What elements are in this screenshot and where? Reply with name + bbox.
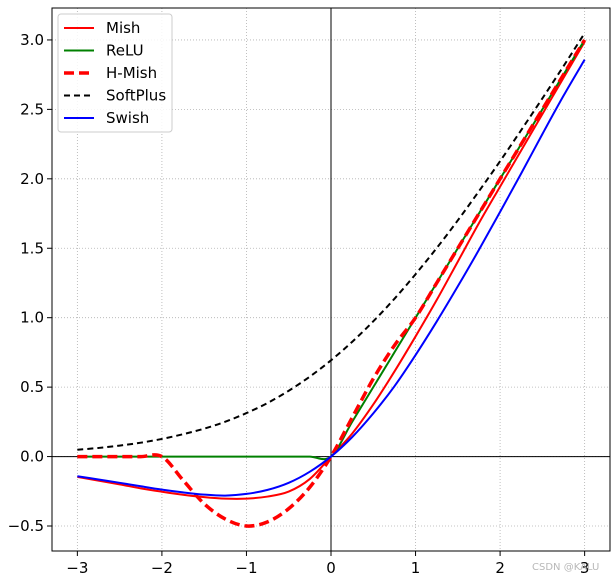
- watermark: CSDN @KALU: [532, 562, 599, 573]
- x-tick-label: −3: [66, 559, 88, 577]
- series-line-softplus: [77, 32, 586, 451]
- x-tick-label: 3: [580, 559, 590, 577]
- series-line-h-mish: [77, 39, 587, 528]
- legend-box: [57, 13, 173, 133]
- ticks: −3 −2 −1 0 1 2 3 −0.5 0.0 0.5 1.0 1.5 2.0 2.5 3.0: [8, 31, 590, 577]
- x-tick-label: 1: [411, 559, 421, 577]
- x-tick-label: 0: [326, 559, 336, 577]
- y-tick-label: 3.0: [20, 31, 44, 49]
- y-tick-label: 0.0: [20, 448, 44, 466]
- y-tick-label: −0.5: [8, 517, 44, 535]
- x-tick-label: 2: [495, 559, 505, 577]
- y-tick-label: 1.0: [20, 309, 44, 327]
- legend: Mish ReLU H-Mish SoftPlus Swish: [57, 13, 173, 133]
- legend-label-swish: Swish: [106, 109, 149, 127]
- legend-label-relu: ReLU: [106, 42, 144, 60]
- y-tick-label: 1.5: [20, 239, 44, 257]
- y-tick-label: 0.5: [20, 378, 44, 396]
- legend-label-mish: Mish: [106, 19, 140, 37]
- y-tick-label: 2.5: [20, 100, 44, 118]
- y-tick-label: 2.0: [20, 170, 44, 188]
- x-tick-label: −1: [235, 559, 257, 577]
- x-tick-label: −2: [151, 559, 173, 577]
- legend-label-h-mish: H-Mish: [106, 64, 157, 82]
- legend-label-softplus: SoftPlus: [106, 87, 166, 105]
- series-line-swish: [77, 59, 586, 497]
- series-layer: [77, 32, 587, 528]
